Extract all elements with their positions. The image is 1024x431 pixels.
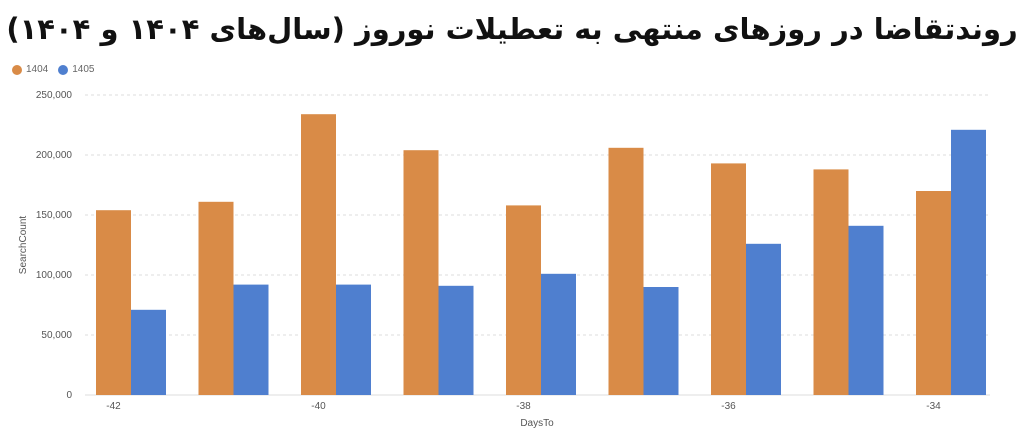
bar-1404--42 xyxy=(96,210,131,395)
bar-1405--42 xyxy=(131,309,166,395)
legend-swatch xyxy=(12,64,22,75)
legend-item-1404[interactable]: 1404 xyxy=(12,64,48,75)
bar-1405--34 xyxy=(951,129,986,396)
bar-1405--37 xyxy=(643,287,679,395)
bar-1404--38 xyxy=(506,205,541,395)
x-tick-label: -40 xyxy=(311,401,326,412)
y-tick-label: 200,000 xyxy=(36,150,73,161)
bar-1404--36 xyxy=(711,163,746,395)
bar-1405--35 xyxy=(848,225,884,395)
y-tick-label: 0 xyxy=(66,390,72,401)
y-tick-label: 100,000 xyxy=(36,270,73,281)
bar-1405--39 xyxy=(438,285,474,395)
bar-1404--34 xyxy=(916,191,951,395)
bar-1404--41 xyxy=(198,201,234,395)
chart-title: روندتقاضا در روزهای منتهی به تعطیلات نور… xyxy=(6,12,1018,46)
x-tick-label: -38 xyxy=(516,401,531,412)
bar-1404--39 xyxy=(403,150,439,395)
y-tick-label: 150,000 xyxy=(36,210,73,221)
bar-1405--41 xyxy=(233,284,269,395)
bar-1405--40 xyxy=(336,284,371,395)
y-axis-title: SearchCount xyxy=(18,216,29,275)
x-tick-label: -42 xyxy=(106,401,121,412)
legend-swatch xyxy=(58,64,69,75)
y-tick-label: 50,000 xyxy=(41,330,72,341)
x-tick-label: -34 xyxy=(926,401,941,412)
x-axis-title: DaysTo xyxy=(520,418,554,429)
bar-1404--40 xyxy=(301,114,336,395)
legend-label: 1404 xyxy=(26,64,49,75)
bar-1405--38 xyxy=(541,273,576,395)
y-tick-label: 250,000 xyxy=(36,90,73,101)
legend: 1404 1405 xyxy=(12,64,95,75)
legend-item-1405[interactable]: 1405 xyxy=(58,64,95,75)
legend-label: 1405 xyxy=(72,64,95,75)
bar-1404--37 xyxy=(608,147,644,395)
bar-1404--35 xyxy=(813,169,849,395)
bar-1405--36 xyxy=(746,243,781,395)
x-tick-label: -36 xyxy=(721,401,736,412)
